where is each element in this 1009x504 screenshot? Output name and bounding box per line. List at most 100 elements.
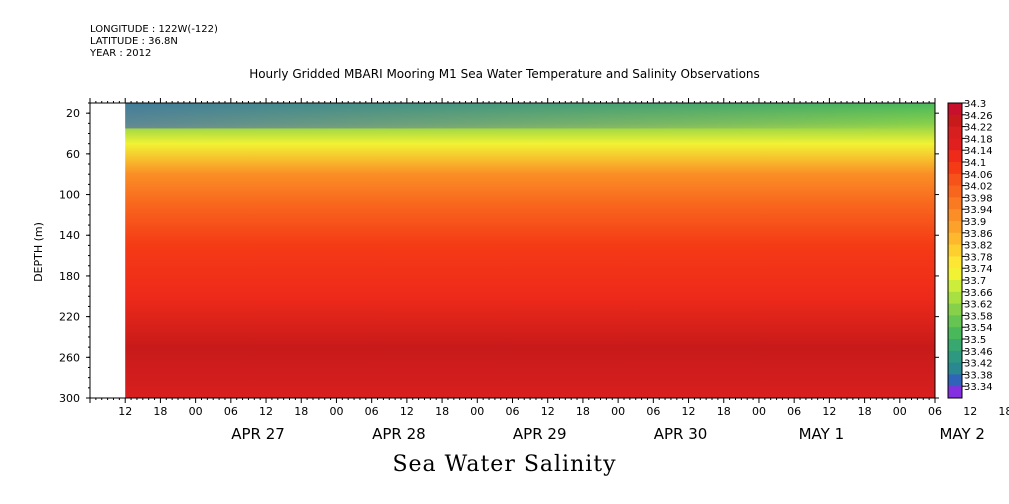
x-hour-label: 06 [506, 405, 520, 418]
x-hour-label: 12 [682, 405, 696, 418]
x-hour-label: 12 [400, 405, 414, 418]
x-hour-label: 00 [611, 405, 625, 418]
x-hour-label: 06 [928, 405, 942, 418]
x-day-label: MAY 1 [799, 425, 845, 443]
x-axis: 12 18 00 06 12 18 00 06 12 18 00 06 12 18 00 06 12 18 00 06… [89, 98, 1009, 443]
x-hour-label: 00 [470, 405, 484, 418]
y-tick-label: 20 [66, 107, 80, 120]
x-hour-label: 06 [224, 405, 238, 418]
x-hour-label: 06 [365, 405, 379, 418]
colorbar-label: 34.14 [964, 146, 993, 157]
colorbar: 34.334.2634.2234.1834.1434.134.0634.0233… [947, 99, 993, 399]
colorbar-label: 33.98 [964, 193, 993, 204]
colorbar-label: 33.54 [964, 323, 993, 334]
x-day-label: APR 27 [231, 425, 285, 443]
y-axis-label: DEPTH (m) [32, 222, 45, 282]
longitude-label: LONGITUDE : 122W(-122) [90, 24, 218, 35]
colorbar-label: 33.62 [964, 300, 993, 311]
colorbar-swatch [948, 209, 962, 222]
colorbar-label: 33.7 [964, 276, 986, 287]
chart-title: Hourly Gridded MBARI Mooring M1 Sea Wate… [249, 67, 760, 81]
colorbar-swatch [948, 280, 962, 293]
x-hour-label: 00 [329, 405, 343, 418]
colorbar-label: 34.22 [964, 123, 993, 134]
x-hour-label: 12 [118, 405, 132, 418]
colorbar-swatch [948, 315, 962, 328]
x-hour-label: 00 [752, 405, 766, 418]
colorbar-label: 34.26 [964, 111, 993, 122]
colorbar-swatch [948, 303, 962, 316]
plot-area [89, 102, 936, 399]
x-axis-title: Sea Water Salinity [392, 452, 617, 477]
colorbar-swatch [948, 114, 962, 128]
colorbar-label: 33.38 [964, 370, 993, 381]
colorbar-swatch [948, 350, 962, 364]
colorbar-swatch [948, 327, 962, 340]
x-day-label: APR 29 [513, 425, 567, 443]
colorbar-swatch [948, 232, 962, 246]
year-label: YEAR : 2012 [90, 48, 152, 59]
colorbar-swatch [948, 138, 962, 151]
colorbar-swatch [948, 244, 962, 257]
latitude-label: LATITUDE : 36.8N [90, 36, 178, 47]
x-hour-label: 18 [435, 405, 449, 418]
colorbar-swatch [948, 173, 962, 187]
x-hour-label: 18 [153, 405, 167, 418]
y-tick-label: 100 [59, 189, 80, 202]
x-day-label: APR 28 [372, 425, 426, 443]
x-hour-label: 12 [541, 405, 555, 418]
y-tick-label: 220 [59, 311, 80, 324]
x-hour-label: 18 [294, 405, 308, 418]
x-day-label: APR 30 [654, 425, 708, 443]
x-hour-label: 18 [858, 405, 872, 418]
surface-fresh-layer [125, 103, 936, 129]
colorbar-label: 33.86 [964, 229, 993, 240]
colorbar-label: 33.82 [964, 241, 993, 252]
colorbar-swatch [948, 221, 962, 234]
y-tick-label: 300 [59, 392, 80, 405]
colorbar-frame [947, 102, 963, 399]
colorbar-label: 34.1 [964, 158, 986, 169]
x-hour-label: 00 [893, 405, 907, 418]
colorbar-label: 33.78 [964, 252, 993, 263]
y-axis: 20 60 100 140 180 220 260 300 [59, 102, 939, 405]
colorbar-label: 33.5 [964, 335, 986, 346]
x-hour-label: 18 [717, 405, 731, 418]
colorbar-swatch [948, 162, 962, 175]
x-hour-label: 06 [646, 405, 660, 418]
x-hour-label: 18 [576, 405, 590, 418]
colorbar-swatch [948, 291, 962, 305]
x-day-label: MAY 2 [939, 425, 985, 443]
colorbar-swatch [948, 185, 962, 198]
colorbar-swatch [948, 339, 962, 352]
colorbar-swatch [948, 103, 962, 116]
colorbar-label: 33.58 [964, 311, 993, 322]
colorbar-label: 34.18 [964, 134, 993, 145]
colorbar-swatch [948, 386, 962, 399]
colorbar-label: 33.46 [964, 347, 993, 358]
colorbar-label: 33.66 [964, 288, 993, 299]
colorbar-label: 33.34 [964, 382, 993, 393]
colorbar-label: 33.94 [964, 205, 993, 216]
x-hour-label: 12 [259, 405, 273, 418]
x-hour-label: 18 [998, 405, 1009, 418]
colorbar-label: 33.9 [964, 217, 986, 228]
x-hour-label: 12 [822, 405, 836, 418]
y-tick-label: 260 [59, 351, 80, 364]
x-hour-label: 12 [963, 405, 977, 418]
colorbar-label: 34.06 [964, 170, 993, 181]
colorbar-swatch [948, 268, 962, 281]
salinity-field [125, 103, 936, 398]
colorbar-label: 33.42 [964, 359, 993, 370]
colorbar-swatch [948, 374, 962, 387]
colorbar-label: 34.3 [964, 99, 986, 110]
colorbar-swatch [948, 126, 962, 139]
x-hour-label: 06 [787, 405, 801, 418]
x-hour-label: 00 [189, 405, 203, 418]
colorbar-swatch [948, 197, 962, 210]
colorbar-label: 34.02 [964, 182, 993, 193]
colorbar-swatch [948, 362, 962, 375]
y-tick-label: 60 [66, 148, 80, 161]
